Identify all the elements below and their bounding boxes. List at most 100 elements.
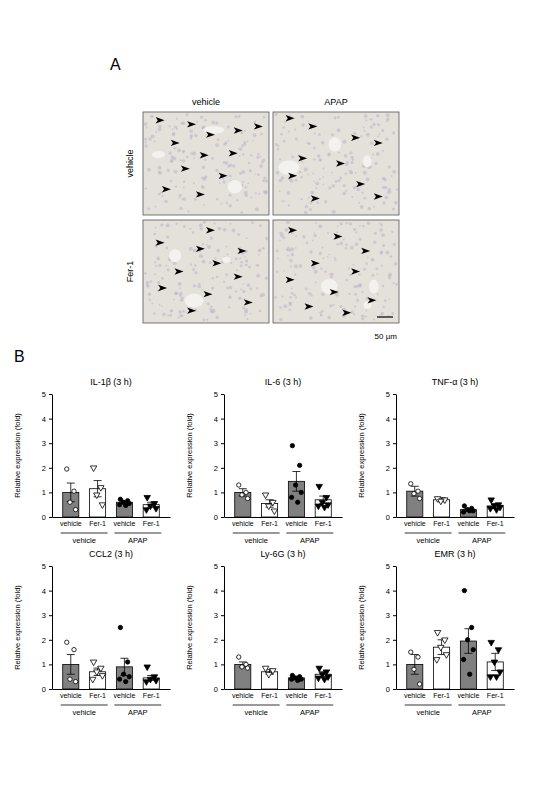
texture xyxy=(388,298,390,300)
texture xyxy=(308,197,310,199)
arrowhead xyxy=(234,273,243,279)
texture xyxy=(332,184,335,187)
texture xyxy=(167,268,170,271)
texture xyxy=(294,273,296,275)
texture xyxy=(229,175,232,178)
x-tick: vehicle xyxy=(114,517,136,527)
x-tick: vehicle xyxy=(60,689,82,699)
texture xyxy=(377,123,380,126)
texture xyxy=(315,222,317,224)
y-tick-label: 2 xyxy=(42,464,46,473)
texture xyxy=(309,316,313,320)
texture xyxy=(239,257,241,259)
y-tick-label: 2 xyxy=(214,636,218,645)
texture xyxy=(354,305,356,307)
arrowhead xyxy=(175,268,184,274)
error-bar-stem xyxy=(296,471,297,491)
texture xyxy=(371,258,375,262)
texture xyxy=(291,156,294,159)
bar xyxy=(235,664,251,689)
y-tick: 0 xyxy=(42,513,52,522)
arrowhead xyxy=(288,227,297,233)
arrowhead xyxy=(308,123,317,129)
data-point xyxy=(299,490,303,494)
texture xyxy=(262,179,265,182)
texture xyxy=(327,153,331,157)
y-tick-mark xyxy=(49,517,52,518)
texture xyxy=(259,156,261,158)
data-point xyxy=(488,640,494,646)
data-point xyxy=(90,660,96,666)
texture xyxy=(304,211,307,214)
chart-panel: IL-6 (3 h)Relative expression (fold)0123… xyxy=(185,377,343,545)
texture xyxy=(190,135,193,138)
chart-title: CCL2 (3 h) xyxy=(89,549,133,559)
x-tick: vehicle xyxy=(60,517,82,527)
texture xyxy=(207,245,211,249)
texture xyxy=(181,122,185,126)
x-tick-label: Fer-1 xyxy=(261,692,278,699)
texture xyxy=(286,220,290,224)
x-tick-label: vehicle xyxy=(60,692,82,699)
x-axis-line xyxy=(225,517,343,518)
texture xyxy=(179,207,182,210)
y-axis: 012345 xyxy=(214,390,225,522)
texture xyxy=(394,201,398,205)
texture xyxy=(305,205,308,208)
data-point xyxy=(409,650,413,654)
texture xyxy=(245,259,248,262)
figure: AvehicleAPAPvehicleFer-150 µmBIL-1β (3 h… xyxy=(0,0,534,793)
texture xyxy=(386,120,388,122)
texture xyxy=(210,306,212,308)
texture xyxy=(216,198,218,200)
data-point xyxy=(262,493,268,499)
texture xyxy=(386,113,390,117)
texture xyxy=(168,151,171,154)
x-tick-label: Fer-1 xyxy=(487,520,504,527)
y-axis-title: Relative expression (fold) xyxy=(13,585,22,670)
bar xyxy=(262,503,278,517)
data-point xyxy=(73,679,77,683)
texture xyxy=(391,312,394,315)
texture xyxy=(314,270,318,274)
texture xyxy=(335,293,339,297)
texture xyxy=(393,243,396,246)
texture xyxy=(150,280,153,283)
y-tick: 5 xyxy=(214,390,224,399)
texture xyxy=(275,296,277,298)
texture xyxy=(146,126,148,128)
texture xyxy=(355,231,357,233)
texture xyxy=(381,265,383,267)
y-tick-label: 1 xyxy=(386,488,390,497)
texture xyxy=(394,262,397,265)
texture xyxy=(370,118,373,121)
group-bracket xyxy=(286,533,333,534)
y-tick: 2 xyxy=(42,464,52,473)
texture xyxy=(334,116,337,119)
texture xyxy=(262,247,265,250)
texture xyxy=(360,135,362,137)
data-point xyxy=(468,509,472,513)
texture xyxy=(372,154,374,156)
chart-panel: CCL2 (3 h)Relative expression (fold)0123… xyxy=(13,549,171,717)
y-axis-title: Relative expression (fold) xyxy=(185,413,194,498)
arrowhead xyxy=(342,310,351,316)
texture xyxy=(351,156,354,159)
texture xyxy=(228,194,231,197)
group-bracket xyxy=(286,705,333,706)
texture xyxy=(234,115,237,118)
texture xyxy=(144,138,147,141)
texture xyxy=(359,225,361,227)
texture xyxy=(300,115,304,119)
texture xyxy=(345,279,348,282)
bar xyxy=(407,491,423,517)
group-bracket xyxy=(61,533,108,534)
data-point xyxy=(462,588,466,592)
texture xyxy=(172,132,175,135)
data-point xyxy=(416,489,420,493)
texture xyxy=(194,271,197,274)
data-point xyxy=(290,443,294,447)
texture xyxy=(261,293,265,297)
texture xyxy=(312,266,316,270)
texture xyxy=(279,318,282,321)
